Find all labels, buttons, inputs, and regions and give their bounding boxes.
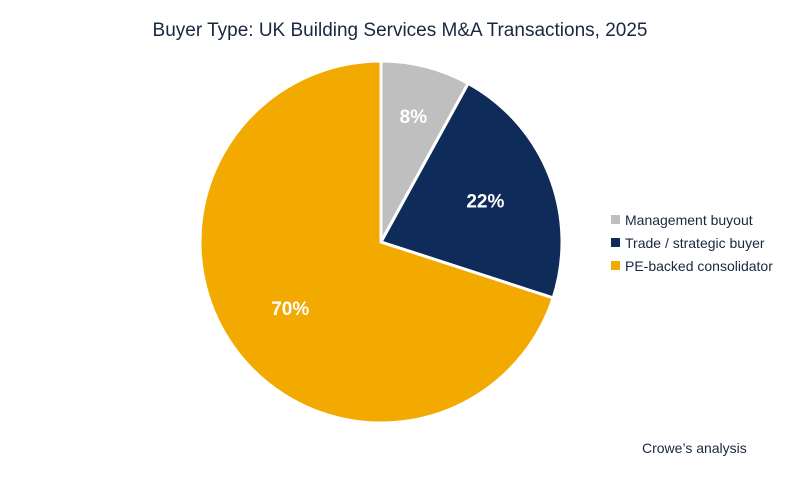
chart-title: Buyer Type: UK Building Services M&A Tra… (152, 20, 648, 41)
pie-slice (198, 59, 556, 425)
legend-label: PE-backed consolidator (625, 257, 773, 274)
legend-swatch (611, 238, 620, 247)
data-label: 8% (400, 107, 428, 128)
data-label: 22% (466, 192, 504, 213)
legend-item: Trade / strategic buyer (611, 231, 773, 254)
legend-swatch (611, 261, 620, 270)
legend-item: Management buyout (611, 208, 773, 231)
legend-item: PE-backed consolidator (611, 254, 773, 277)
legend-label: Management buyout (625, 211, 753, 228)
legend: Management buyout Trade / strategic buye… (611, 208, 773, 277)
pie-slice (378, 81, 564, 300)
legend-swatch (611, 215, 620, 224)
legend-label: Trade / strategic buyer (625, 234, 765, 251)
pie-slice (379, 59, 471, 243)
source-note: Crowe’s analysis (642, 440, 747, 456)
data-label: 70% (271, 299, 309, 320)
